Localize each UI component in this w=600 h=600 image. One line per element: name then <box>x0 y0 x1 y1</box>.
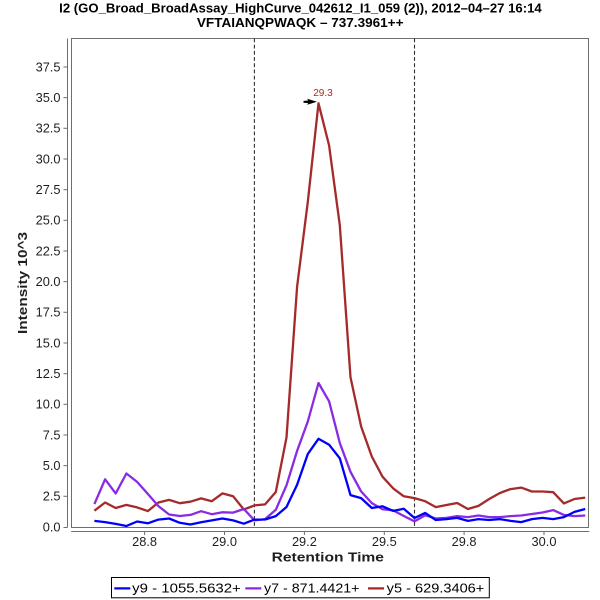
svg-text:y7 - 871.4421+: y7 - 871.4421+ <box>264 581 360 595</box>
svg-text:29.3: 29.3 <box>313 87 333 99</box>
svg-text:15.0: 15.0 <box>36 335 61 350</box>
svg-text:17.5: 17.5 <box>36 305 61 320</box>
svg-text:29.8: 29.8 <box>452 534 477 549</box>
svg-text:Retention Time: Retention Time <box>272 549 384 564</box>
svg-text:25.0: 25.0 <box>36 213 61 228</box>
svg-text:30.0: 30.0 <box>36 151 61 166</box>
svg-text:Intensity 10^3: Intensity 10^3 <box>15 232 30 334</box>
svg-text:y9 - 1055.5632+: y9 - 1055.5632+ <box>132 581 241 595</box>
svg-text:VFTAIANQPWAQK – 737.3961++: VFTAIANQPWAQK – 737.3961++ <box>197 15 404 30</box>
svg-text:32.5: 32.5 <box>36 121 61 136</box>
svg-text:y5 - 629.3406+: y5 - 629.3406+ <box>387 581 485 595</box>
svg-text:12.5: 12.5 <box>36 366 61 381</box>
svg-text:7.5: 7.5 <box>43 427 61 442</box>
svg-text:29.5: 29.5 <box>372 534 397 549</box>
svg-text:29.2: 29.2 <box>292 534 317 549</box>
svg-text:10.0: 10.0 <box>36 397 61 412</box>
svg-text:0.0: 0.0 <box>43 519 61 534</box>
svg-text:27.5: 27.5 <box>36 182 61 197</box>
svg-text:2.5: 2.5 <box>43 489 61 504</box>
svg-text:29.0: 29.0 <box>212 534 237 549</box>
svg-text:20.0: 20.0 <box>36 274 61 289</box>
svg-text:I2 (GO_Broad_BroadAssay_HighCu: I2 (GO_Broad_BroadAssay_HighCurve_042612… <box>59 0 542 15</box>
svg-text:5.0: 5.0 <box>43 458 61 473</box>
svg-text:22.5: 22.5 <box>36 243 61 258</box>
svg-text:30.0: 30.0 <box>532 534 557 549</box>
svg-text:28.8: 28.8 <box>132 534 157 549</box>
svg-text:37.5: 37.5 <box>36 59 61 74</box>
svg-text:35.0: 35.0 <box>36 90 61 105</box>
